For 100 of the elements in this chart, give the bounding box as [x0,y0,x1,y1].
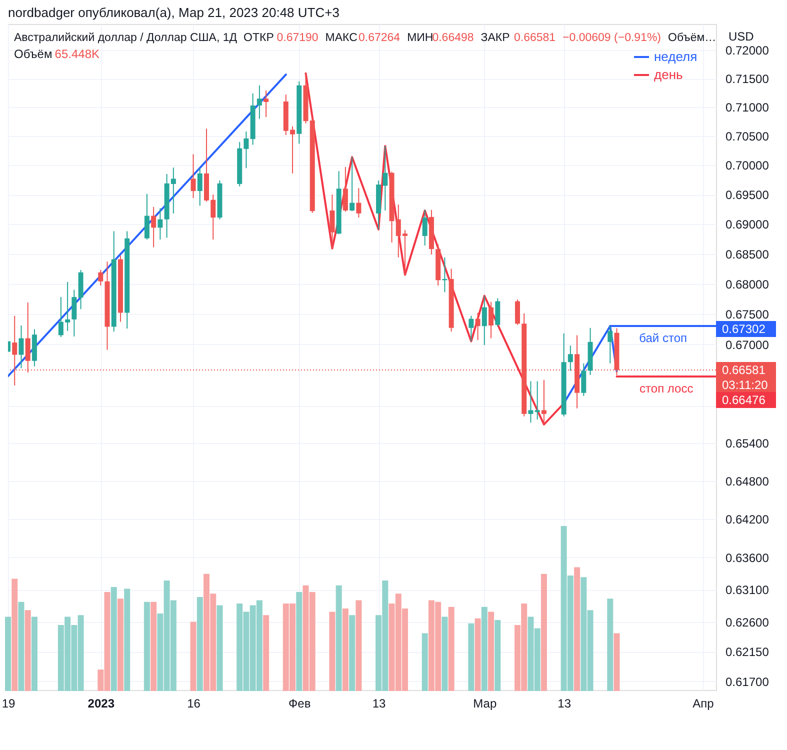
bar [494,620,501,691]
annotation: 0.66498 [432,32,474,44]
y-tick-label: 0.65400 [726,436,770,451]
candlestick [482,295,487,346]
candlestick [18,324,24,369]
bar [488,612,494,691]
y-axis-title: USD [728,30,754,44]
candlestick [264,90,269,118]
y-tick-label: 0.68500 [726,247,770,262]
candlestick [581,362,586,396]
candlestick [608,326,613,364]
annotation: ЗАКР [480,32,510,44]
annotation: 65.448K [54,47,100,61]
y-tick-label: 0.71000 [726,100,770,115]
bar [607,598,614,691]
candlestick [541,379,546,425]
y-tick-label: 0.68000 [726,277,770,292]
annotation: 0.66581 [514,32,556,44]
series-label: стоп лосс [640,381,694,396]
bar [5,616,11,691]
text: 03:11:20 [722,378,768,392]
candlestick [151,206,156,248]
bar [614,633,620,691]
candlestick [514,298,520,326]
x-tick-label: 13 [372,696,386,710]
y-tick-label: 0.62600 [726,616,770,630]
annotation: 0.67264 [358,32,401,44]
legend-label: день [654,67,683,82]
candlestick [468,315,474,342]
data-label: 0.67302 [722,322,766,336]
candlestick [158,208,163,240]
candlestick [475,312,480,341]
annotation: −0.00609 (−0.91%) [562,32,662,44]
y-tick-label: 0.61700 [726,674,770,689]
candlestick [488,301,494,339]
bar [190,622,196,691]
candlestick [144,193,150,240]
bar [110,587,117,691]
y-tick-label: 0.72000 [726,44,770,58]
candlestick [495,298,500,327]
bar [574,567,580,691]
candlestick [568,345,573,372]
y-tick-label: 0.69000 [726,218,770,232]
bar [12,578,18,691]
bar [356,600,362,691]
annotation: ОТКР [244,32,274,44]
y-tick-label: 0.70000 [726,158,770,173]
x-tick-label: 13 [558,696,572,710]
y-tick-label: 0.71500 [726,72,770,86]
candlestick [256,84,262,120]
y-tick-label: 0.64800 [726,474,770,488]
y-tick-label: 0.63100 [726,583,770,598]
bar [18,602,24,691]
series-label: бай стоп [639,330,687,345]
bar [336,585,342,691]
bar [31,616,38,691]
candlestick [197,168,202,206]
candlestick [350,156,355,212]
bar [474,618,481,691]
bar [296,592,302,691]
bar [150,602,157,691]
y-tick-label: 0.67500 [726,307,770,322]
bar [481,606,488,691]
text: Австралийский доллар / Доллар США, 1Д [14,32,238,44]
x-tick-label: 2023 [88,696,115,710]
legend-label: неделя [654,49,698,64]
ref-line-label: 0.66581 [722,363,766,378]
bar [196,596,203,691]
bar [342,608,348,691]
bar [442,616,448,691]
bar [468,623,474,691]
bar [329,612,336,691]
y-tick-label: 0.67000 [726,338,770,352]
x-tick-label: 16 [187,696,201,710]
x-tick-label: Мар [473,696,497,710]
bar [540,574,547,691]
bar [216,605,223,691]
text: nordbadger опубликовал(а), Мар 21, 2023 20:48 UTC+3 [8,5,340,20]
annotation: Объём [14,47,52,61]
bar [349,615,356,691]
candlestick [342,166,348,212]
bar [448,606,454,691]
x-tick-label: Апр [692,696,714,710]
candlestick [356,188,362,218]
candlestick [72,289,77,337]
candlestick [422,209,428,246]
y-tick-label: 0.70500 [726,130,770,144]
y-tick-label: 0.62150 [726,645,770,660]
candlestick [330,194,335,249]
bar [144,602,150,691]
candlestick [528,380,534,424]
bar [263,615,270,691]
data-label: 0.66476 [722,393,766,408]
candlestick [534,380,540,420]
y-tick-label: 0.64200 [726,512,770,526]
annotation: МАКС [325,32,358,44]
y-tick-label: 0.69500 [726,188,770,202]
bar [124,588,130,691]
candlestick [98,269,104,286]
annotation: Объём… [668,32,716,44]
